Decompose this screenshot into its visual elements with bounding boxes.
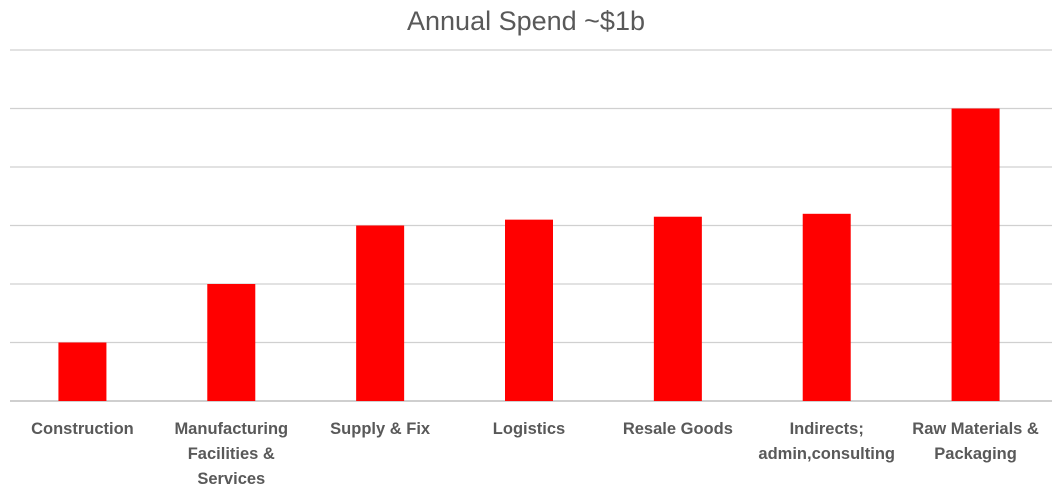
chart-title: Annual Spend ~$1b — [407, 6, 645, 36]
x-tick-label-line: Indirects; — [790, 420, 864, 438]
x-tick-label-line: Construction — [31, 420, 134, 438]
x-tick-label-line: Resale Goods — [623, 420, 733, 438]
x-tick-label: Indirects; admin,consulting — [758, 420, 895, 463]
x-tick-label-line: Raw Materials & — [912, 420, 1039, 438]
x-tick-label: Supply & Fix — [330, 420, 431, 438]
x-tick-label: Manufacturing Facilities & Services — [174, 420, 288, 488]
x-tick-label: Raw Materials & Packaging — [912, 420, 1039, 463]
bar — [207, 284, 256, 401]
x-tick-label-line: Manufacturing — [174, 420, 288, 438]
bar — [356, 225, 405, 401]
bar — [951, 108, 1000, 401]
x-tick-label-line: admin,consulting — [758, 445, 895, 463]
x-tick-label-line: Services — [197, 470, 265, 488]
x-tick-label: Logistics — [493, 420, 565, 438]
x-tick-label-line: Packaging — [934, 445, 1017, 463]
bar — [505, 219, 553, 401]
x-tick-label: Construction — [31, 420, 134, 438]
bar — [653, 216, 702, 401]
x-tick-label-line: Logistics — [493, 420, 565, 438]
x-tick-label-line: Facilities & — [188, 445, 275, 463]
bar — [58, 342, 107, 401]
x-tick-label: Resale Goods — [623, 420, 733, 438]
x-tick-label-line: Supply & Fix — [330, 420, 431, 438]
bar — [802, 213, 851, 401]
